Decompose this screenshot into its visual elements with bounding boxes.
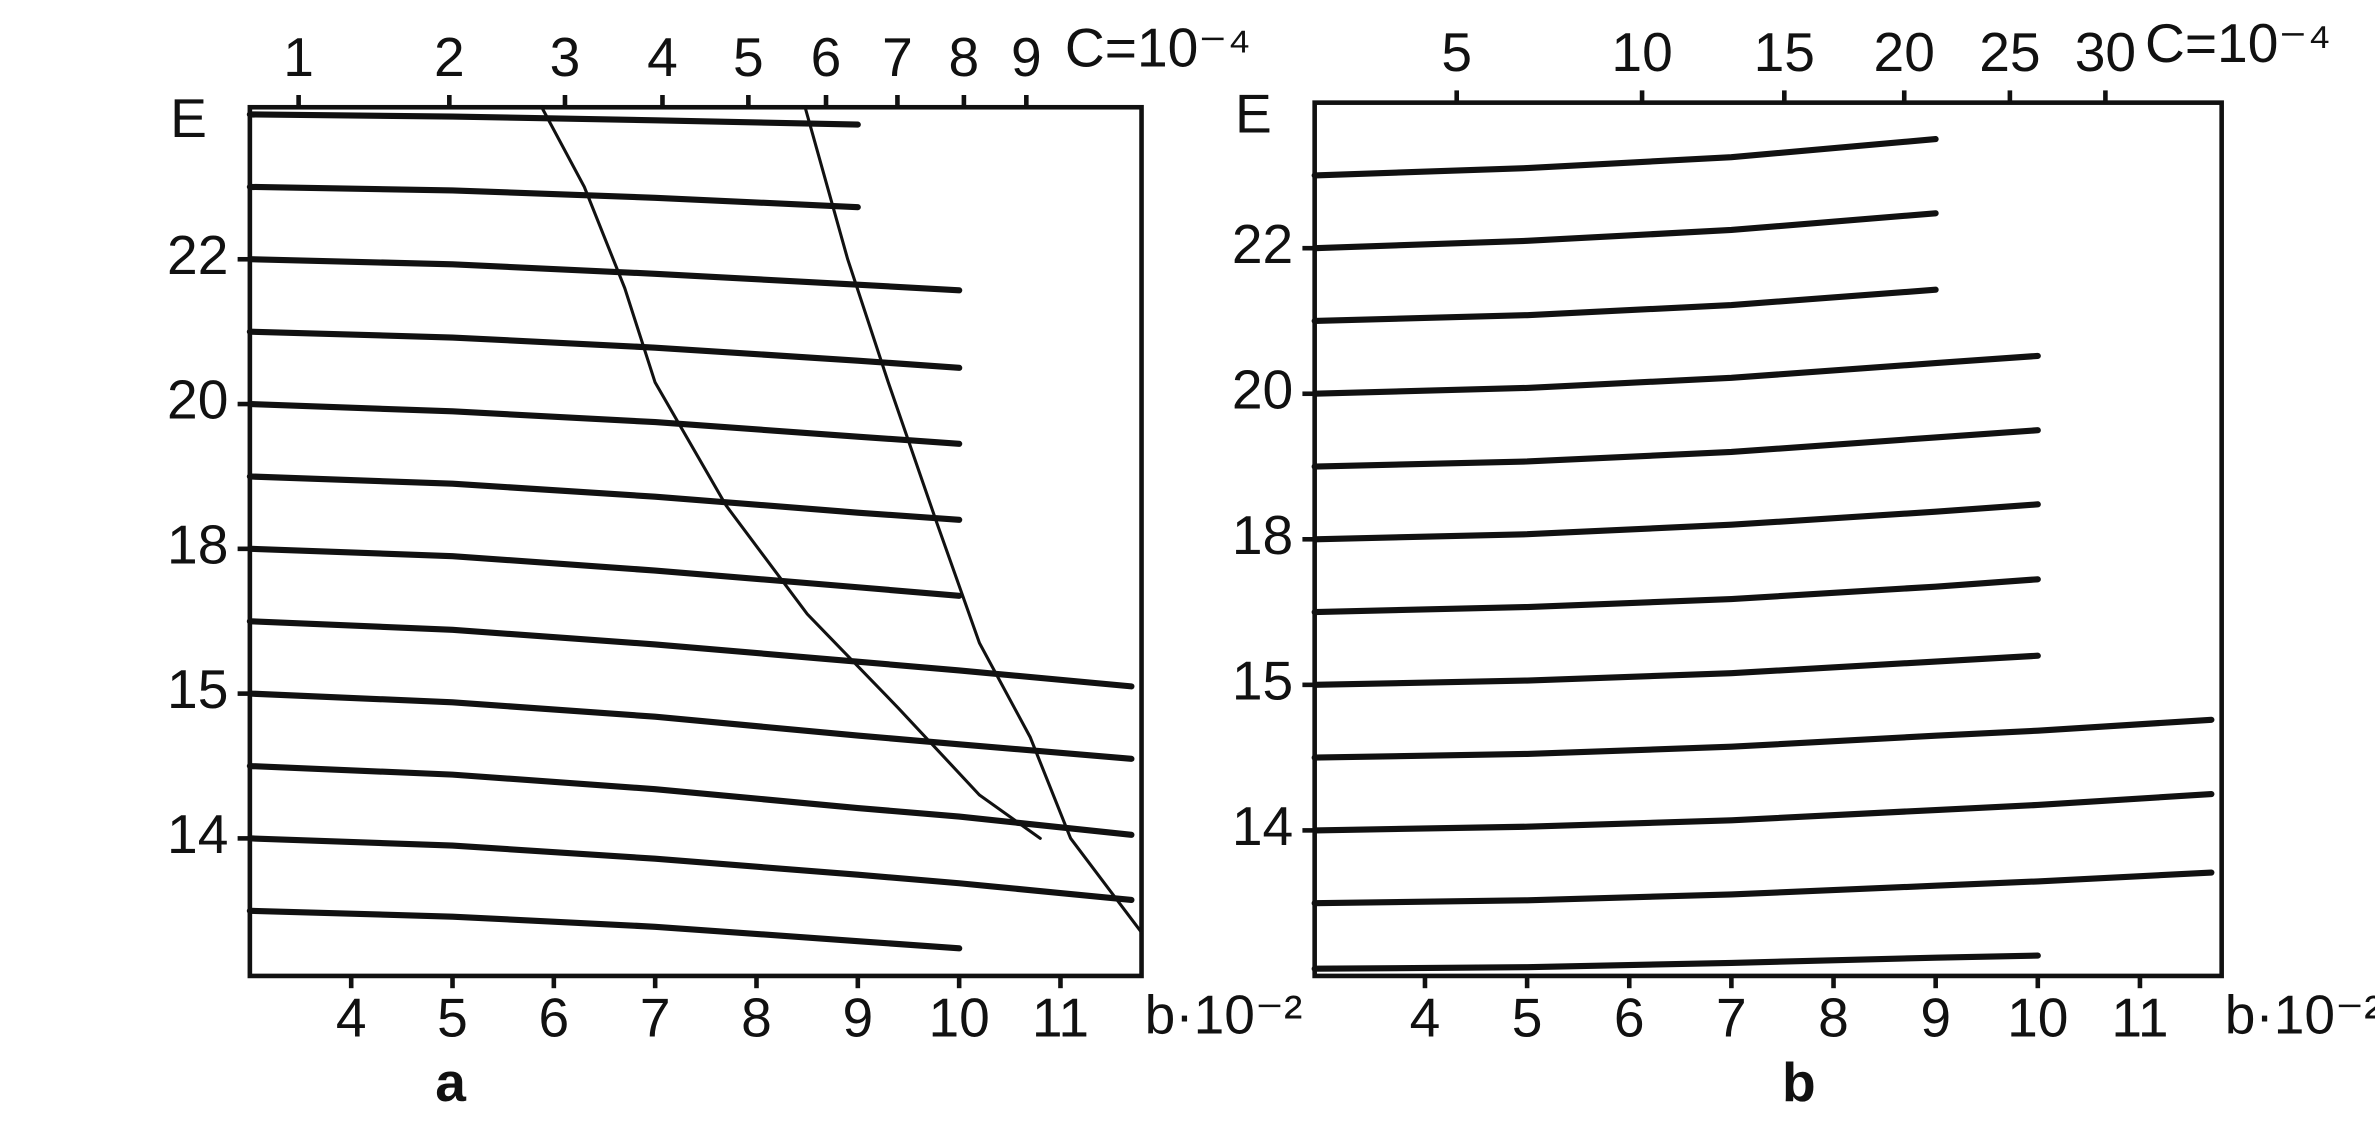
panel-caption: a: [435, 1051, 467, 1113]
x-tick-label: 10: [2007, 986, 2068, 1048]
x-tick-label: 5: [1512, 986, 1543, 1048]
x2-tick-label: 10: [1611, 21, 1672, 83]
level-line: [803, 105, 1144, 934]
x2-tick-label: 4: [647, 26, 678, 88]
level-line: [1311, 576, 2041, 616]
x2-tick-label: 9: [1011, 26, 1042, 88]
level-line: [1311, 210, 1939, 252]
x-tick-label: 5: [437, 986, 468, 1048]
y-tick-label: 18: [1232, 504, 1293, 566]
x-tick-label: 7: [640, 986, 671, 1048]
y-tick-label: 20: [167, 369, 228, 431]
x2-axis-label: C=10⁻⁴: [1065, 17, 1251, 79]
y-axis-label: E: [170, 87, 207, 149]
level-line: [540, 105, 1042, 840]
x2-tick-label: 8: [949, 26, 980, 88]
panel-caption: b: [1782, 1051, 1816, 1113]
x2-tick-label: 25: [1979, 21, 2040, 83]
x-tick-label: 11: [1032, 986, 1089, 1048]
x2-tick-label: 6: [811, 26, 842, 88]
level-line: [1311, 716, 2215, 761]
x2-tick-label: 1: [283, 26, 314, 88]
level-line: [1311, 652, 2041, 688]
y-tick-label: 22: [1232, 213, 1293, 275]
level-line: [1311, 286, 1939, 325]
x2-tick-label: 5: [733, 26, 764, 88]
x-tick-label: 9: [1920, 986, 1951, 1048]
level-line: [1311, 136, 1939, 179]
level-line: [1311, 952, 2041, 972]
level-line: [246, 690, 1135, 762]
y-axis-label: E: [1235, 83, 1272, 145]
frame: [247, 104, 1144, 979]
x-tick-label: 7: [1716, 986, 1747, 1048]
x-tick-label: 10: [928, 986, 989, 1048]
x-tick-label: 11: [2111, 986, 2168, 1048]
x2-tick-label: 20: [1874, 21, 1935, 83]
level-line: [246, 183, 861, 211]
level-line: [246, 400, 963, 447]
x-tick-label: 6: [1614, 986, 1645, 1048]
y-tick-label: 15: [1232, 649, 1293, 711]
y-tick-label: 20: [1232, 358, 1293, 420]
x2-tick-label: 30: [2075, 21, 2136, 83]
x-tick-label: 4: [1410, 986, 1441, 1048]
x-tick-label: 4: [336, 986, 367, 1048]
level-line: [246, 473, 963, 523]
x-axis-label: b·10⁻²: [1145, 983, 1303, 1045]
y-tick-label: 14: [167, 803, 228, 865]
level-line: [246, 907, 963, 952]
level-line: [1311, 501, 2041, 543]
x-tick-label: 9: [842, 986, 873, 1048]
level-line: [1311, 869, 2215, 907]
frame: [1312, 100, 2224, 979]
level-line: [246, 111, 861, 128]
x2-tick-label: 15: [1754, 21, 1815, 83]
x-tick-label: 8: [1818, 986, 1849, 1048]
x2-tick-label: 3: [550, 26, 581, 88]
y-tick-label: 18: [167, 513, 228, 575]
x2-tick-label: 5: [1441, 21, 1472, 83]
x2-tick-label: 2: [434, 26, 465, 88]
level-line: [1311, 427, 2041, 470]
x-tick-label: 6: [539, 986, 570, 1048]
level-line: [246, 835, 1135, 904]
y-tick-label: 14: [1232, 795, 1293, 857]
x2-tick-label: 7: [882, 26, 913, 88]
level-line: [246, 256, 963, 294]
x-axis-label: b·10⁻²: [2225, 983, 2375, 1045]
level-line: [1311, 352, 2041, 397]
y-tick-label: 22: [167, 224, 228, 286]
level-line: [246, 328, 963, 371]
x-tick-label: 8: [741, 986, 772, 1048]
level-line: [246, 618, 1135, 690]
level-line: [246, 545, 963, 599]
y-tick-label: 15: [167, 658, 228, 720]
level-line: [246, 762, 1135, 838]
x2-axis-label: C=10⁻⁴: [2145, 12, 2331, 74]
level-line: [1311, 791, 2215, 834]
